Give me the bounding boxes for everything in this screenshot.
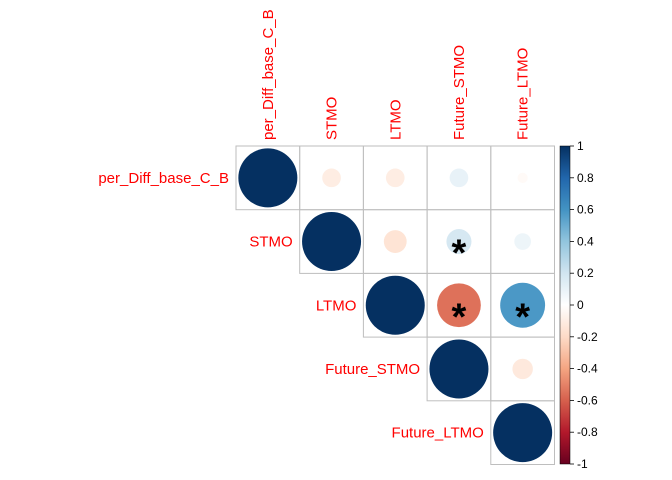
colorbar-tick-label: 1 [577, 139, 584, 153]
corr-circle-Future_STMO-Future_LTMO [512, 358, 533, 380]
significance-star: * [515, 296, 530, 338]
grid-cell [490, 400, 555, 465]
corr-circle-STMO-Future_LTMO [514, 233, 531, 250]
colorbar-tick-label: 0 [577, 298, 584, 312]
colorbar-tick-label: -0.8 [577, 425, 598, 439]
row-label: Future_LTMO [392, 425, 484, 442]
corr-circle-per_Diff_base_C_B-STMO [322, 168, 341, 188]
column-label: LTMO [387, 99, 404, 140]
corr-circle-per_Diff_base_C_B-Future_STMO [449, 168, 469, 188]
corr-circle-STMO-LTMO [383, 230, 407, 253]
significance-star: * [452, 233, 467, 275]
corr-circle-Future_STMO-Future_STMO [429, 339, 489, 399]
corr-circle-LTMO-Future_LTMO [500, 282, 546, 328]
colorbar-tick-label: -0.2 [577, 330, 598, 344]
colorbar-tick-label: 0.2 [577, 266, 594, 280]
variable-labels: per_Diff_base_C_B STMO LTMO Future_STMO Futu… [98, 9, 531, 441]
corr-circle-per_Diff_base_C_B-LTMO [385, 168, 405, 188]
colorbar-tick-label: 0.6 [577, 203, 594, 217]
corr-circle-per_Diff_base_C_B-Future_LTMO [517, 172, 528, 183]
colorbar-tick-label: 0.8 [577, 171, 594, 185]
matrix-grid [235, 145, 555, 465]
colorbar: 1 0.8 0.6 0.4 0.2 0 -0.2 -0.4 -0.6 -0.8 -1 [559, 139, 598, 471]
colorbar-tick-label: -0.4 [577, 362, 598, 376]
column-label: STMO [324, 97, 341, 140]
colorbar-tick-label: -1 [577, 457, 588, 471]
corr-circle-STMO-STMO [302, 212, 362, 272]
colorbar-tick-label: -0.6 [577, 393, 598, 407]
corr-circle-LTMO-LTMO [365, 275, 425, 335]
colorbar-gradient [559, 145, 571, 465]
colorbar-tick-label: 0.4 [577, 234, 594, 248]
significance-markers: * * * [452, 233, 531, 339]
row-label: per_Diff_base_C_B [98, 170, 229, 187]
row-label: Future_STMO [325, 361, 420, 378]
corr-circle-LTMO-Future_STMO [437, 283, 481, 328]
row-label: STMO [249, 234, 292, 251]
corr-circle-Future_LTMO-Future_LTMO [493, 403, 553, 463]
row-label: LTMO [316, 297, 357, 314]
column-label: Future_STMO [451, 45, 468, 140]
correlation-circles [238, 148, 553, 463]
column-label: per_Diff_base_C_B [260, 9, 277, 140]
column-label: Future_LTMO [515, 48, 532, 140]
significance-star: * [452, 296, 467, 338]
corr-circle-STMO-Future_STMO [446, 229, 472, 255]
corr-circle-per_Diff_base_C_B-per_Diff_base_C_B [238, 148, 298, 208]
